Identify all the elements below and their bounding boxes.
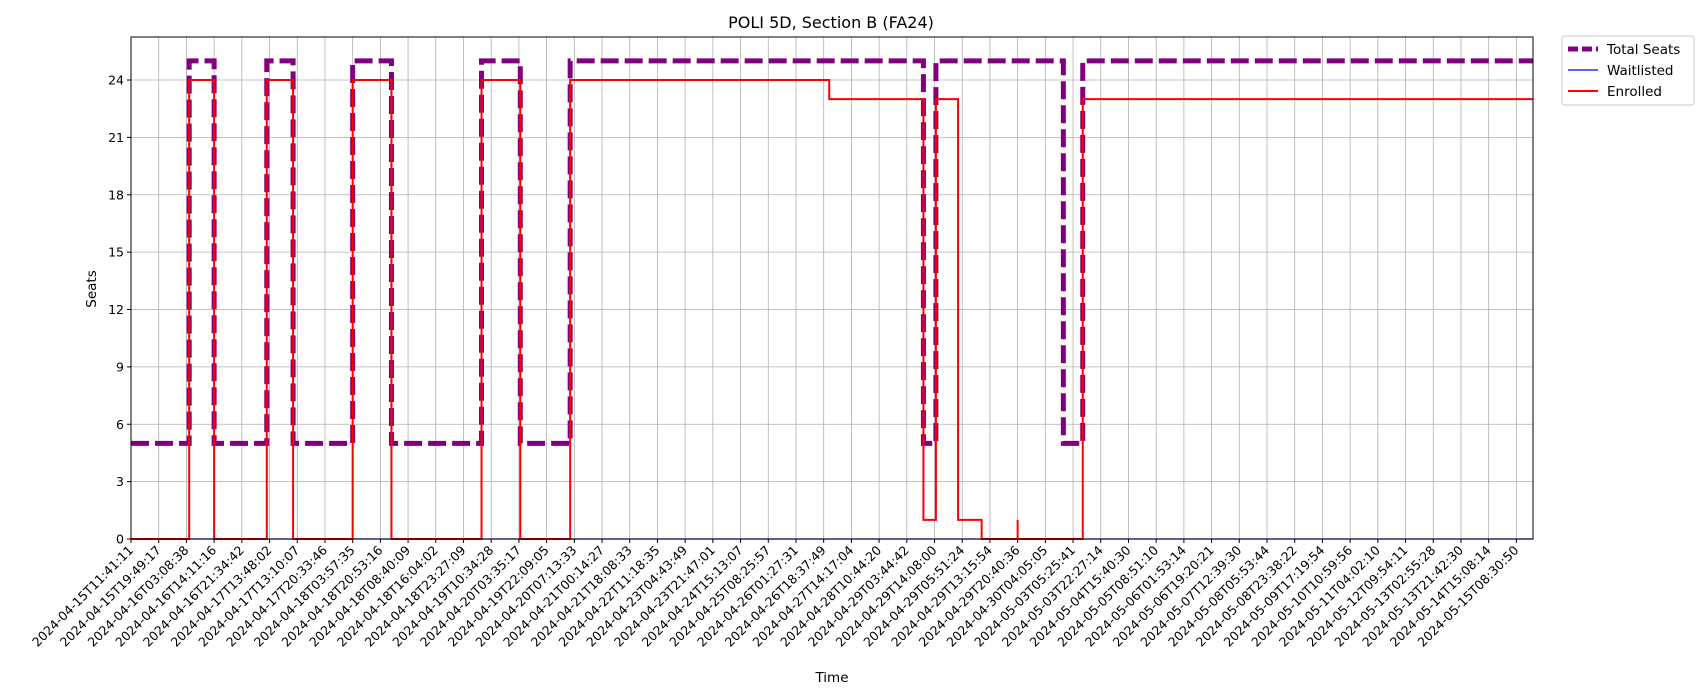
y-tick-label: 0: [116, 532, 124, 547]
legend: Total Seats Waitlisted Enrolled: [1561, 35, 1695, 106]
x-axis: 2024-04-15T11:41:112024-04-15T19:49:1720…: [29, 539, 1522, 650]
y-tick-label: 6: [116, 417, 124, 432]
y-tick-label: 21: [108, 130, 124, 145]
legend-box: [1561, 35, 1695, 106]
y-axis-label: Seats: [84, 270, 100, 307]
y-tick-label: 12: [108, 302, 124, 317]
y-tick-label: 15: [108, 245, 124, 260]
y-tick-label: 3: [116, 474, 124, 489]
y-tick-label: 18: [108, 187, 124, 202]
y-axis: 0 3 6 9 12 15 18 21 24: [108, 73, 131, 547]
y-tick-label: 9: [116, 359, 124, 374]
grid: [130, 37, 1533, 540]
x-axis-label: Time: [814, 670, 848, 686]
legend-label: Waitlisted: [1607, 63, 1674, 79]
y-tick-label: 24: [108, 73, 124, 88]
plot-frame: [130, 36, 1534, 540]
chart-title: POLI 5D, Section B (FA24): [728, 13, 934, 32]
legend-label: Enrolled: [1607, 84, 1662, 100]
legend-label: Total Seats: [1606, 42, 1680, 58]
series-line-total-seats: [131, 58, 1533, 446]
